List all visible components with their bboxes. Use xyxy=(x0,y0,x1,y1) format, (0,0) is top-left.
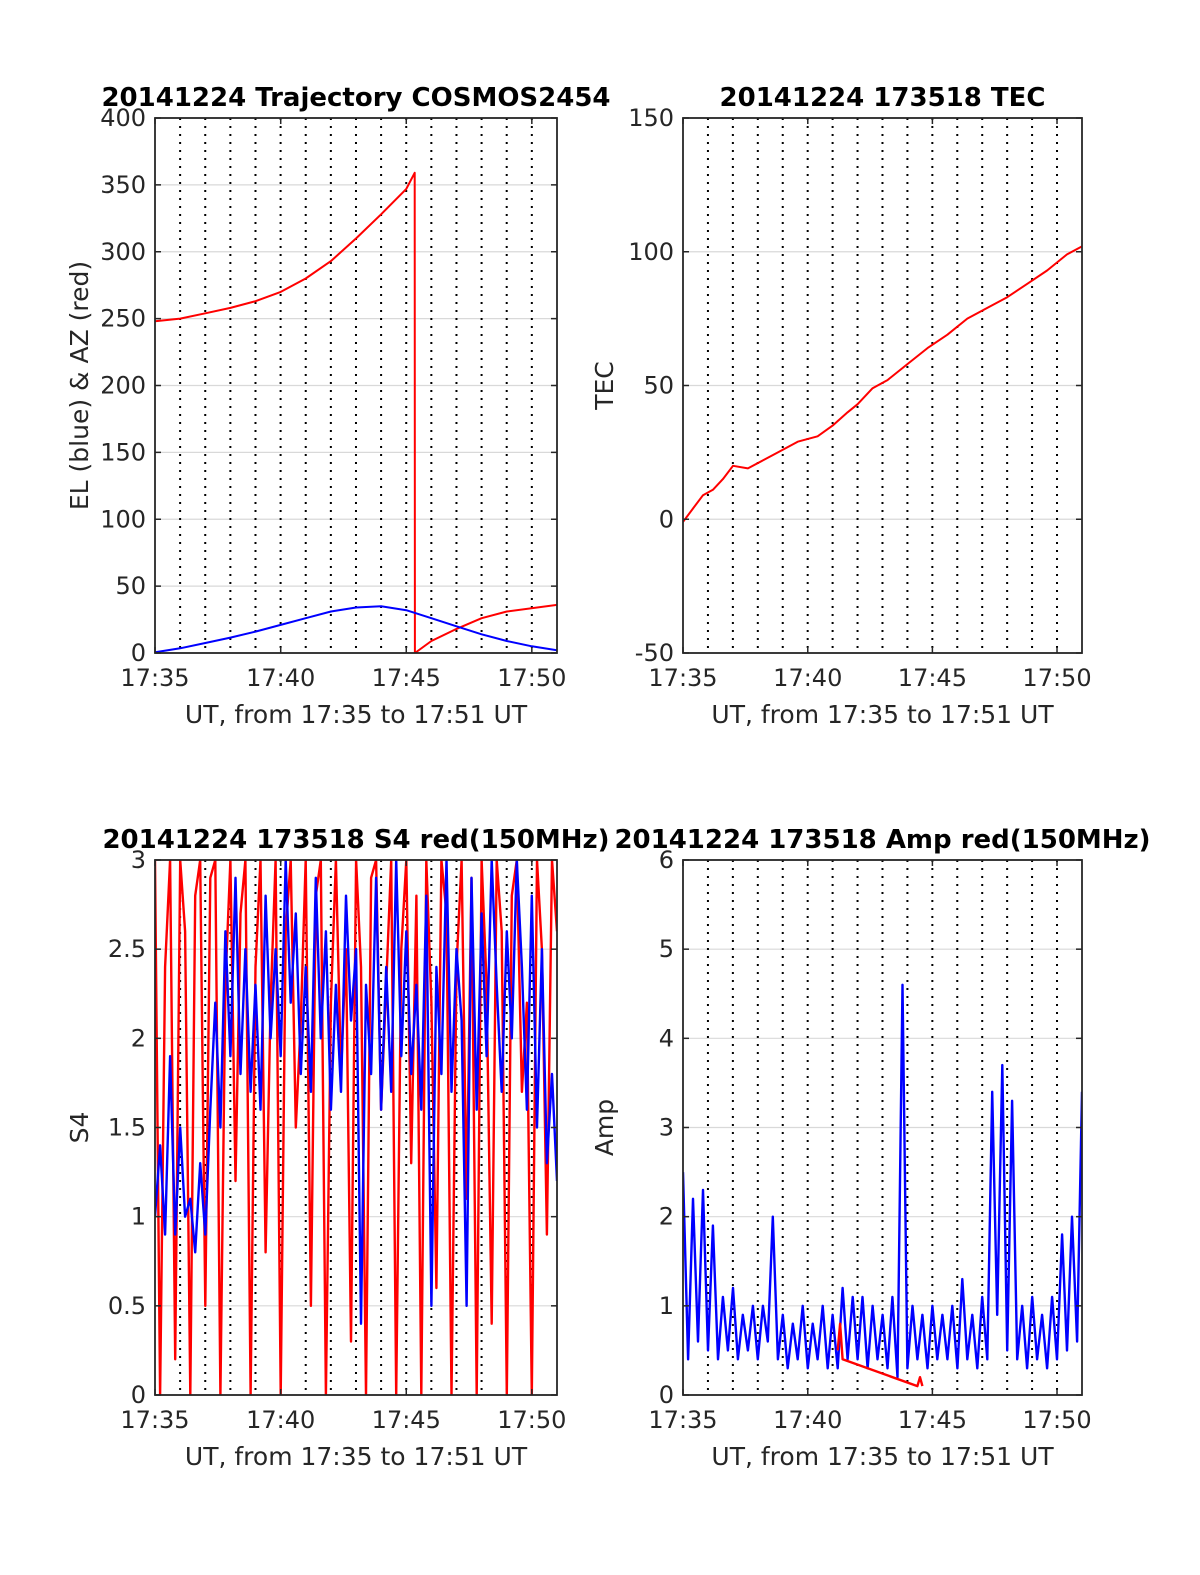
x-tick-label: 17:40 xyxy=(773,664,842,692)
y-tick-label: 350 xyxy=(100,171,146,199)
y-tick-label: 1 xyxy=(659,1292,674,1320)
y-axis-label: S4 xyxy=(65,1112,94,1144)
y-tick-label: 3 xyxy=(659,1114,674,1142)
y-tick-label: 100 xyxy=(100,505,146,533)
y-tick-label: 0 xyxy=(131,639,146,667)
x-tick-label: 17:35 xyxy=(120,664,189,692)
y-axis-label: Amp xyxy=(590,1099,619,1156)
y-tick-label: -50 xyxy=(635,639,674,667)
series-line-blue xyxy=(683,983,1082,1379)
x-axis-label: UT, from 17:35 to 17:51 UT xyxy=(185,1442,528,1471)
x-tick-label: 17:40 xyxy=(773,1406,842,1434)
y-tick-label: 100 xyxy=(628,238,674,266)
chart-title: 20141224 Trajectory COSMOS2454 xyxy=(101,83,610,113)
x-tick-label: 17:45 xyxy=(898,1406,967,1434)
series-line-red xyxy=(836,1322,924,1388)
x-tick-label: 17:40 xyxy=(246,664,315,692)
x-axis-label: UT, from 17:35 to 17:51 UT xyxy=(711,700,1054,729)
y-tick-label: 150 xyxy=(628,104,674,132)
x-tick-label: 17:50 xyxy=(1022,664,1091,692)
x-tick-label: 17:45 xyxy=(898,664,967,692)
y-tick-label: 2 xyxy=(131,1024,146,1052)
chart-panel-0: 0 50 100 150 200 250 300 350 400 17:35 17:40 17:45 1… xyxy=(65,83,611,729)
chart-title: 20141224 173518 S4 red(150MHz) xyxy=(102,825,609,855)
x-tick-label: 17:35 xyxy=(648,664,717,692)
y-tick-label: 0 xyxy=(659,505,674,533)
y-tick-label: 2 xyxy=(659,1203,674,1231)
x-tick-label: 17:45 xyxy=(372,1406,441,1434)
y-tick-label: 0 xyxy=(659,1381,674,1409)
y-tick-label: 50 xyxy=(643,372,674,400)
y-tick-label: 400 xyxy=(100,104,146,132)
chart-panel-3: 0 1 2 3 4 5 6 17:35 17:40 17:45 17:50 20141224 1735… xyxy=(590,825,1151,1471)
y-tick-label: 4 xyxy=(659,1024,674,1052)
chart-panel-2: 0 0.5 1 1.5 2 2.5 3 17:35 17:40 17:45 17:50 2014122… xyxy=(65,825,610,1471)
x-tick-label: 17:35 xyxy=(648,1406,717,1434)
series-line-blue xyxy=(155,605,557,653)
series-line-blue xyxy=(155,860,557,1325)
y-tick-label: 6 xyxy=(659,846,674,874)
y-tick-label: 250 xyxy=(100,305,146,333)
y-tick-label: 1 xyxy=(131,1203,146,1231)
y-tick-label: 200 xyxy=(100,372,146,400)
x-tick-label: 17:50 xyxy=(497,1406,566,1434)
x-axis-label: UT, from 17:35 to 17:51 UT xyxy=(185,700,528,729)
y-axis-label: TEC xyxy=(590,361,619,411)
chart-title: 20141224 173518 Amp red(150MHz) xyxy=(614,825,1150,855)
y-tick-label: 150 xyxy=(100,438,146,466)
x-tick-label: 17:50 xyxy=(497,664,566,692)
y-tick-label: 300 xyxy=(100,238,146,266)
y-tick-label: 1.5 xyxy=(108,1114,146,1142)
y-tick-label: 5 xyxy=(659,935,674,963)
x-tick-label: 17:45 xyxy=(372,664,441,692)
y-tick-label: 3 xyxy=(131,846,146,874)
chart-panel-1: -50 0 50 100 150 17:35 17:40 17:45 17:50 20141224… xyxy=(590,83,1092,729)
y-axis-label: EL (blue) & AZ (red) xyxy=(65,261,94,510)
y-tick-label: 50 xyxy=(115,572,146,600)
x-tick-label: 17:50 xyxy=(1022,1406,1091,1434)
y-tick-label: 0 xyxy=(131,1381,146,1409)
chart-title: 20141224 173518 TEC xyxy=(720,83,1046,113)
x-axis-label: UT, from 17:35 to 17:51 UT xyxy=(711,1442,1054,1471)
x-tick-label: 17:40 xyxy=(246,1406,315,1434)
series-line-red xyxy=(155,860,557,1395)
series-line-red xyxy=(683,245,1082,523)
y-tick-label: 0.5 xyxy=(108,1292,146,1320)
y-tick-label: 2.5 xyxy=(108,935,146,963)
x-tick-label: 17:35 xyxy=(120,1406,189,1434)
